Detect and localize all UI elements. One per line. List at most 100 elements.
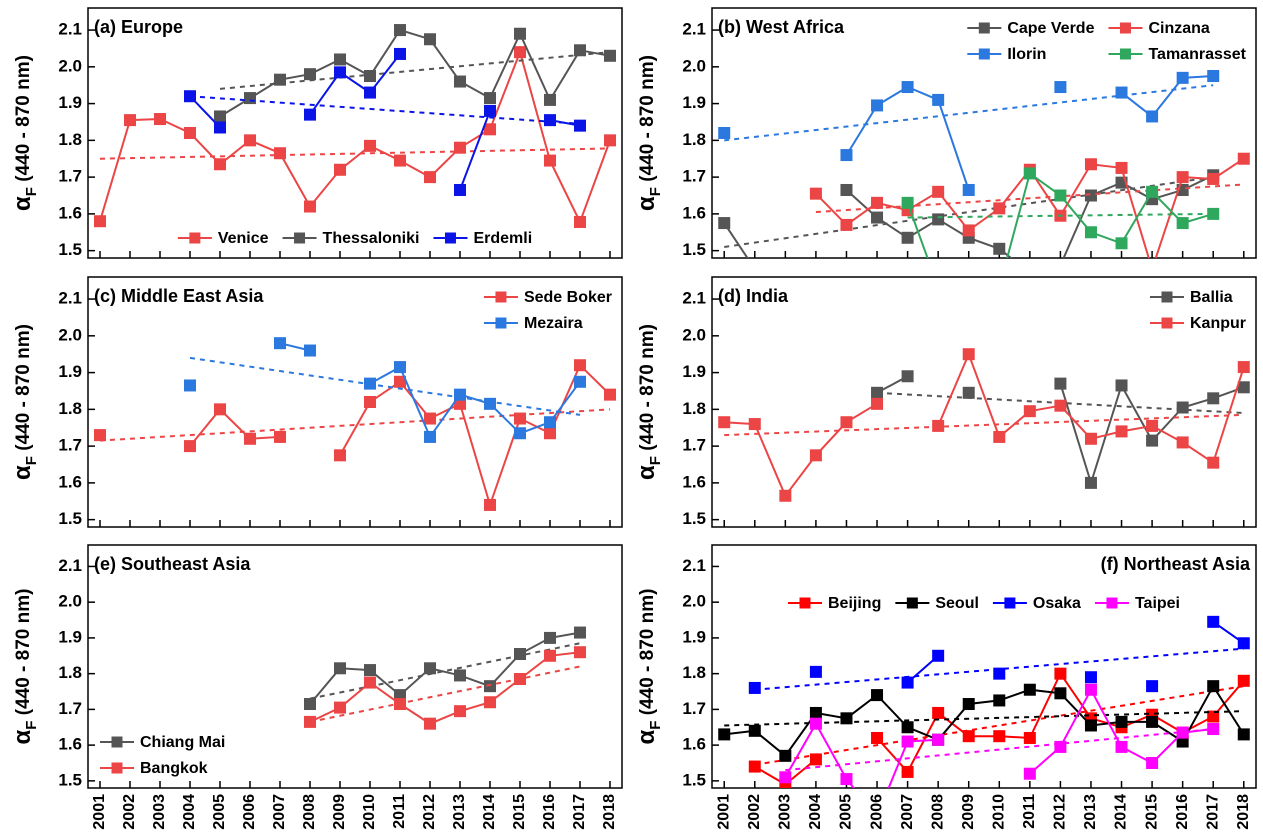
y-tick-label: 1.9 — [58, 93, 82, 112]
x-tick-label: 2005 — [838, 794, 855, 830]
legend-marker — [495, 291, 507, 303]
data-point — [454, 705, 466, 718]
data-point — [871, 731, 884, 744]
data-point — [932, 649, 945, 662]
data-point — [1115, 425, 1128, 438]
data-point — [484, 498, 496, 511]
data-point — [1176, 183, 1189, 196]
data-point — [304, 68, 316, 81]
x-tick-label: 2013 — [451, 794, 468, 830]
data-point — [364, 139, 376, 152]
legend-label: Chiang Mai — [140, 734, 225, 751]
y-tick-label: 1.5 — [58, 770, 82, 789]
legend-label: Bangkok — [140, 760, 208, 777]
panel-title: (b) West Africa — [718, 17, 845, 37]
y-tick-label: 1.8 — [58, 663, 82, 682]
y-tick-label: 1.9 — [682, 627, 706, 646]
legend-marker — [1004, 597, 1016, 609]
data-point — [748, 760, 761, 773]
data-point — [454, 183, 466, 196]
data-point — [1054, 81, 1067, 94]
legend-label: Thessaloniki — [323, 230, 420, 247]
legend-marker — [906, 597, 918, 609]
data-point — [1084, 476, 1097, 489]
y-axis-label-part: (440 - 870 nm) — [13, 324, 34, 456]
data-point — [962, 183, 975, 196]
y-tick-label: 1.6 — [682, 472, 706, 491]
trend-line — [907, 212, 1214, 219]
y-tick-label: 1.9 — [58, 362, 82, 381]
y-tick-label: 2.1 — [682, 289, 706, 308]
data-point — [154, 113, 166, 126]
data-point — [962, 698, 975, 711]
trend-line — [754, 685, 1244, 766]
legend-label: Cape Verde — [1007, 20, 1094, 37]
legend-marker — [495, 317, 507, 329]
legend: Beijing Seoul Osaka Taipei — [788, 595, 1180, 612]
trend-line — [189, 356, 581, 416]
x-tick-label: 2006 — [868, 794, 885, 830]
data-point — [993, 430, 1006, 443]
data-point — [94, 429, 106, 442]
data-point — [1115, 715, 1128, 728]
x-tick-label: 2004 — [181, 794, 198, 830]
legend-label: Erdemli — [473, 230, 532, 247]
data-point — [1084, 226, 1097, 239]
legend-label: Mezaira — [524, 315, 583, 332]
x-tick-label: 2009 — [331, 794, 348, 830]
data-point — [394, 698, 406, 711]
series-line — [99, 48, 611, 225]
data-point — [574, 215, 586, 228]
data-point — [901, 765, 914, 778]
legend-item: Seoul — [895, 595, 979, 612]
plot-frame — [711, 544, 1257, 789]
data-point — [1176, 726, 1189, 739]
data-point — [184, 127, 196, 139]
data-point — [748, 681, 761, 694]
data-point — [1055, 260, 1066, 271]
data-point — [514, 427, 526, 440]
panel: 1.5 1.6 1.7 1.8 1.9 2.0 2.1 2001 2002 2003 2004 200… — [9, 544, 623, 830]
plot-frame — [87, 544, 623, 789]
data-point — [364, 377, 376, 390]
trend-line — [815, 183, 1244, 214]
data-point — [1237, 381, 1250, 394]
legend-item: Bangkok — [100, 760, 208, 777]
plot-frame — [87, 276, 623, 528]
y-axis-label-part: α — [633, 196, 660, 211]
data-point — [484, 104, 496, 117]
legend: Venice Thessaloniki Erdemli — [177, 230, 532, 247]
data-point — [993, 730, 1006, 743]
trend-line — [785, 728, 1214, 772]
data-point — [1115, 379, 1128, 392]
data-point — [514, 46, 526, 59]
data-point — [962, 386, 975, 399]
y-axis-label-part: α — [9, 465, 36, 480]
data-point — [993, 667, 1006, 680]
data-point — [304, 344, 316, 357]
y-tick-label: 2.0 — [682, 592, 706, 611]
data-point — [364, 676, 376, 689]
data-point — [871, 196, 884, 209]
data-point — [244, 432, 256, 445]
legend-marker — [111, 762, 123, 774]
y-tick-label: 1.5 — [682, 240, 706, 259]
plot-frame — [711, 7, 1257, 259]
y-axis-label-part: F — [647, 721, 664, 730]
legend-marker — [294, 232, 306, 244]
x-tick-label: 2015 — [511, 794, 528, 830]
data-point — [274, 73, 286, 86]
y-axis-label: αF (440 - 870 nm) — [633, 589, 664, 745]
data-point — [1084, 432, 1097, 445]
x-tick-label: 2005 — [211, 794, 228, 830]
legend-item: Beijing — [788, 595, 881, 612]
data-point — [1023, 731, 1036, 744]
data-point — [424, 33, 436, 46]
data-point — [1146, 434, 1159, 447]
data-point — [424, 430, 436, 443]
data-point — [274, 337, 286, 350]
data-point — [1207, 70, 1220, 83]
legend-marker — [978, 48, 990, 60]
data-point — [334, 163, 346, 176]
data-point — [779, 749, 792, 762]
